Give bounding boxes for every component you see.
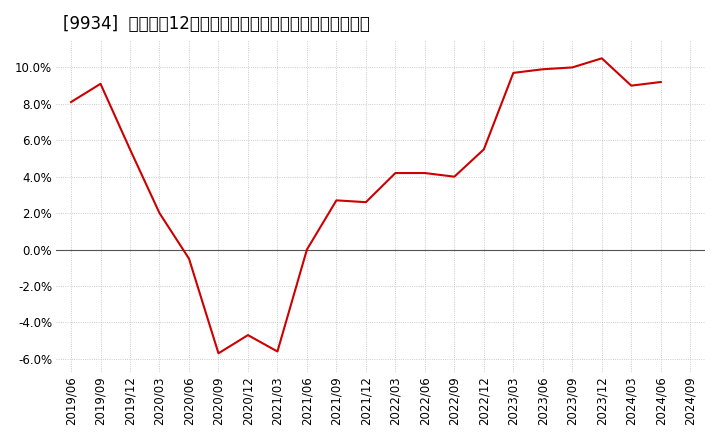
Text: [9934]  売上高の12か月移動合計の対前年同期増減率の推移: [9934] 売上高の12か月移動合計の対前年同期増減率の推移 [63, 15, 369, 33]
